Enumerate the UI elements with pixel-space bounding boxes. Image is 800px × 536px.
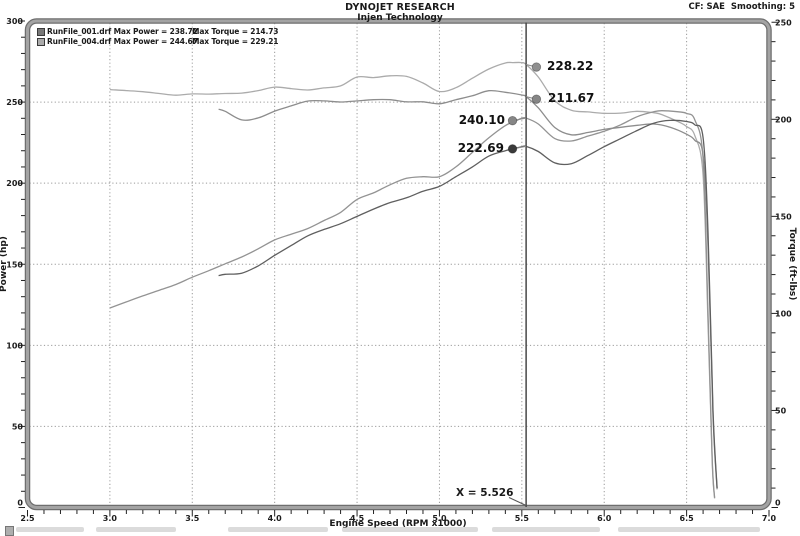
plot-frame-highlight <box>26 19 771 509</box>
x-tick-label: 2.5 <box>20 514 35 523</box>
x-tick-label: 5.5 <box>515 514 530 523</box>
legend-max-power-001: Max Power = 238.72 <box>113 27 198 36</box>
marker-label-power-001: 222.69 <box>457 141 504 155</box>
torque-curve-RunFile_001.drf <box>218 89 718 490</box>
torque-tick-label: 250 <box>775 18 792 27</box>
torque-curve-RunFile_004.drf <box>109 61 716 499</box>
page-subtitle: Injen Technology <box>357 13 443 23</box>
power-tick-label: 250 <box>6 98 23 107</box>
legend-max-torque-001: Max Torque = 214.73 <box>192 27 279 36</box>
torque-tick-label: 100 <box>775 309 792 318</box>
legend-max-torque-004: Max Torque = 229.21 <box>192 36 279 46</box>
marker-dot <box>531 62 542 72</box>
x-tick-label: 3.0 <box>103 514 118 523</box>
correction-smoothing-label: CF: SAE Smoothing: 5 <box>688 2 795 12</box>
marker-label-power-004: 240.10 <box>458 113 505 127</box>
power-curve-RunFile_001.drf <box>218 119 718 489</box>
power-tick-label: 300 <box>6 17 23 26</box>
torque-tick-label: 150 <box>775 212 792 221</box>
power-tick-label: 200 <box>6 179 23 188</box>
power-tick-label: 100 <box>6 341 23 350</box>
power-axis-title: Power (hp) <box>0 236 9 292</box>
marker-dot <box>531 94 542 104</box>
power-tick-label: 150 <box>6 260 23 269</box>
marker-label-torque-001: 211.67 <box>548 91 595 105</box>
x-tick-label: 4.5 <box>350 514 365 523</box>
cursor-x-readout: X = 5.526 <box>456 487 514 499</box>
cursor-label-leader <box>508 497 527 506</box>
power-curve-RunFile_004.drf <box>109 110 716 498</box>
cutoff-swatch-icon <box>5 526 14 536</box>
x-tick-label: 6.5 <box>680 514 695 523</box>
x-tick-label: 5.0 <box>432 514 447 523</box>
marker-label-torque-004: 228.22 <box>547 59 594 73</box>
x-tick-label: 3.5 <box>185 514 200 523</box>
x-tick-label: 7.0 <box>762 514 777 523</box>
torque-tick-label: 200 <box>775 115 792 124</box>
plot-frame <box>24 18 772 511</box>
torque-axis-title: Torque (ft-lbs) <box>787 227 797 301</box>
x-tick-label: 6.0 <box>597 514 612 523</box>
page-title: DYNOJET RESEARCH <box>345 2 455 13</box>
marker-dot <box>507 144 518 154</box>
legend-file-004: RunFile_004.drf <box>47 36 112 46</box>
torque-tick-label: 50 <box>775 406 787 415</box>
x-tick-label: 4.0 <box>268 514 283 523</box>
run-001-swatch-icon <box>37 28 45 36</box>
legend-file-001: RunFile_001.drf <box>47 27 112 36</box>
cutoff-legend-row <box>0 524 800 536</box>
torque-tick-label: 0 <box>775 499 781 508</box>
power-tick-label: 0 <box>17 499 23 508</box>
marker-dot <box>507 115 518 126</box>
legend-max-power-004: Max Power = 244.67 <box>113 36 198 46</box>
run-004-swatch-icon <box>37 37 45 46</box>
x-axis-title: Engine Speed (RPM x1000) <box>329 519 467 529</box>
power-tick-label: 50 <box>12 422 24 431</box>
